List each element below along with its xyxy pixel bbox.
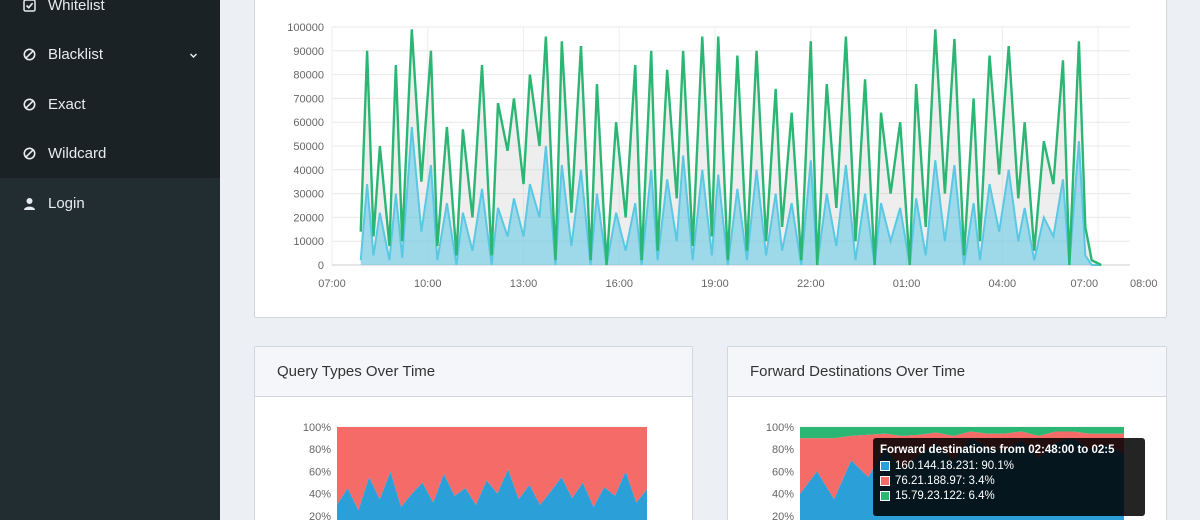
y-tick-label: 60%: [309, 466, 331, 478]
blocked-queries-line: [359, 126, 1102, 266]
stacked-area-1: [337, 427, 647, 511]
sidebar-item-wildcard[interactable]: Wildcard: [0, 128, 220, 178]
checkbox-icon: [22, 0, 36, 12]
query-types-chart: 100% 80% 60% 40% 20%: [303, 422, 647, 520]
sidebar-item-whitelist[interactable]: Whitelist: [0, 0, 220, 30]
x-tick-label: 07:00: [318, 278, 346, 290]
tooltip-entry-label: 160.144.18.231: 90.1%: [895, 460, 1014, 472]
stacked-area-2: [800, 427, 1124, 439]
sidebar-item-label: Login: [48, 194, 85, 212]
tooltip-title: Forward destinations from 02:48:00 to 02…: [880, 444, 1115, 456]
legend-swatch: [880, 476, 890, 486]
y-tick-label: 50000: [293, 141, 324, 153]
user-icon: [22, 196, 36, 210]
y-tick-label: 40%: [309, 489, 331, 501]
x-tick-label: 19:00: [701, 278, 729, 290]
y-tick-label: 60%: [772, 466, 794, 478]
query-types-header: Query Types Over Time: [255, 347, 692, 397]
y-tick-label: 20%: [772, 511, 794, 520]
y-tick-label: 70000: [293, 93, 324, 105]
tooltip-entry: 15.79.23.122: 6.4%: [880, 490, 1138, 502]
ban-icon: [22, 47, 36, 61]
y-tick-label: 20000: [293, 212, 324, 224]
y-tick-label: 40%: [772, 489, 794, 501]
x-tick-label: 22:00: [797, 278, 825, 290]
y-tick-label: 30000: [293, 189, 324, 201]
forward-tooltip: Forward destinations from 02:48:00 to 02…: [873, 438, 1145, 516]
y-tick-label: 80000: [293, 70, 324, 82]
x-tick-label: 01:00: [893, 278, 921, 290]
y-tick-label: 40000: [293, 165, 324, 177]
sidebar-item-login[interactable]: Login: [0, 178, 220, 228]
y-tick-label: 100000: [287, 22, 324, 34]
legend-swatch: [880, 461, 890, 471]
sidebar-item-exact[interactable]: Exact: [0, 79, 220, 129]
y-tick-label: 100%: [766, 422, 794, 434]
chevron-down-icon[interactable]: [189, 47, 198, 64]
sidebar-item-label: Whitelist: [48, 0, 105, 14]
legend-swatch: [880, 491, 890, 501]
y-tick-label: 90000: [293, 46, 324, 58]
x-tick-label: 16:00: [606, 278, 634, 290]
y-tick-label: 80%: [309, 444, 331, 456]
stacked-area-0: [337, 469, 647, 520]
y-tick-label: 100%: [303, 422, 331, 434]
sidebar-item-label: Blacklist: [48, 45, 104, 63]
y-tick-label: 10000: [293, 236, 324, 248]
tooltip-entry: 160.144.18.231: 90.1%: [880, 460, 1138, 472]
query-types-box: Query Types Over Time 100% 80% 60% 40% 20%: [254, 346, 693, 520]
y-tick-label: 60000: [293, 117, 324, 129]
x-tick-label: 04:00: [989, 278, 1017, 290]
y-tick-label: 80%: [772, 444, 794, 456]
x-tick-label: 10:00: [414, 278, 442, 290]
y-tick-label: 0: [318, 260, 324, 272]
query-types-title: Query Types Over Time: [277, 363, 436, 380]
ban-icon: [22, 146, 36, 160]
ban-icon: [22, 97, 36, 111]
queries-over-time-chart: 0 10000 20000 30000 40000 50000 60000 70000 8000…: [287, 22, 1158, 290]
x-tick-label: 07:00: [1071, 278, 1099, 290]
tooltip-entry-label: 15.79.23.122: 6.4%: [895, 490, 995, 502]
sidebar-item-blacklist[interactable]: Blacklist: [0, 29, 220, 79]
x-tick-label: 08:00: [1130, 278, 1158, 290]
tooltip-entry: 76.21.188.97: 3.4%: [880, 475, 1138, 487]
sidebar-item-label: Exact: [48, 95, 86, 113]
forward-destinations-title: Forward Destinations Over Time: [750, 363, 966, 380]
queries-over-time-box: 0 10000 20000 30000 40000 50000 60000 70000 8000…: [254, 0, 1167, 318]
x-tick-label: 13:00: [510, 278, 538, 290]
tooltip-entry-label: 76.21.188.97: 3.4%: [895, 475, 995, 487]
forward-destinations-header: Forward Destinations Over Time: [728, 347, 1166, 397]
y-tick-label: 20%: [309, 511, 331, 520]
total-queries-line: [359, 29, 1102, 267]
sidebar-item-label: Wildcard: [48, 144, 107, 162]
sidebar: Whitelist Blacklist Exact Wildcard Login: [0, 0, 220, 520]
blocked-queries-area: [360, 126, 1102, 265]
